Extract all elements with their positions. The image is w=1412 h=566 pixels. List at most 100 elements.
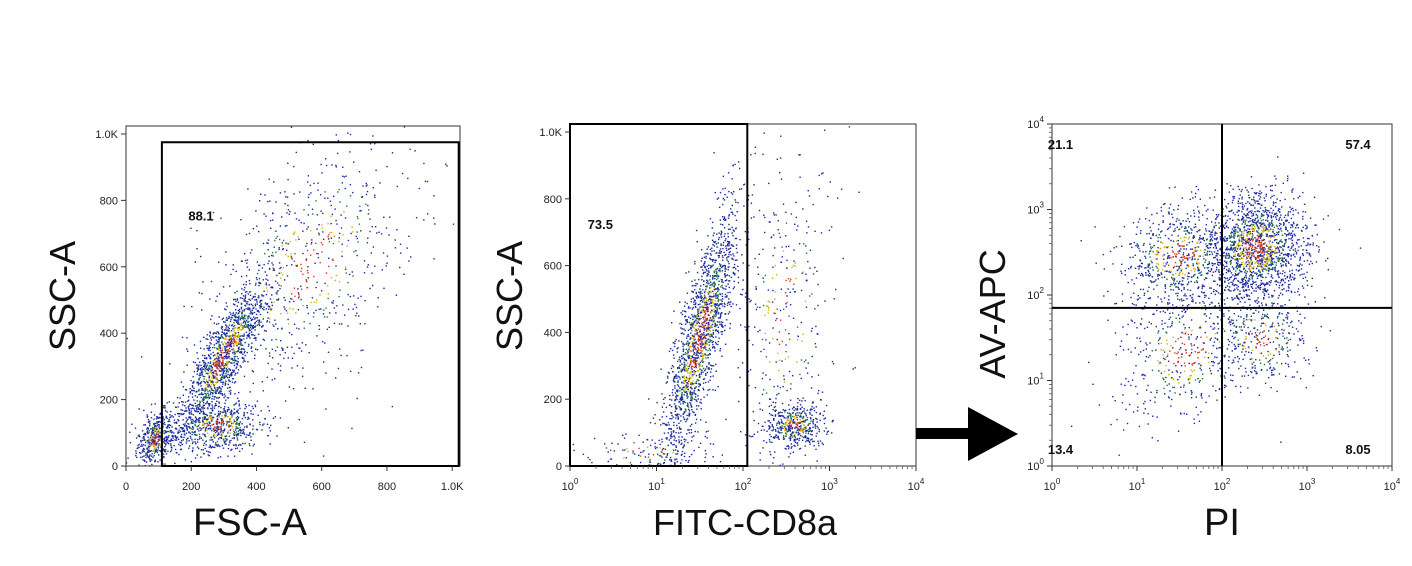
event-point — [702, 306, 705, 309]
event-point — [731, 226, 733, 229]
event-point — [163, 407, 165, 409]
event-point — [682, 345, 684, 348]
event-point — [268, 427, 271, 429]
event-point — [791, 415, 794, 418]
event-point — [226, 319, 228, 321]
event-point — [141, 456, 144, 458]
event-point — [727, 243, 729, 246]
event-point — [253, 357, 256, 360]
event-point — [811, 440, 814, 443]
event-point — [769, 433, 771, 436]
event-point — [223, 430, 225, 432]
event-point — [170, 438, 172, 440]
event-point — [446, 165, 448, 167]
event-point — [216, 360, 218, 362]
event-point — [680, 371, 683, 373]
event-point — [154, 459, 156, 461]
event-point — [325, 158, 327, 160]
event-point — [227, 330, 229, 332]
event-point — [732, 266, 734, 269]
event-point — [678, 340, 680, 342]
event-point — [315, 301, 317, 304]
event-point — [281, 274, 284, 276]
event-point — [782, 463, 784, 465]
event-point — [233, 351, 236, 354]
event-point — [691, 346, 693, 348]
event-point — [724, 233, 726, 235]
event-point — [699, 373, 701, 375]
event-point — [811, 438, 813, 440]
event-point — [227, 432, 229, 434]
event-point — [374, 226, 377, 228]
event-point — [685, 379, 687, 381]
event-point — [710, 267, 712, 269]
event-point — [693, 321, 696, 323]
event-point — [155, 436, 157, 439]
event-point — [730, 244, 733, 246]
event-point — [809, 422, 811, 425]
event-point — [271, 294, 273, 296]
event-point — [217, 444, 220, 446]
event-point — [231, 362, 233, 364]
event-point — [271, 304, 273, 307]
event-point — [702, 334, 704, 337]
event-point — [718, 321, 720, 323]
event-point — [707, 291, 709, 294]
event-point — [145, 441, 147, 444]
event-point — [278, 248, 280, 251]
event-point — [278, 284, 280, 286]
event-point — [726, 296, 728, 298]
event-point — [237, 309, 240, 312]
event-point — [235, 335, 238, 337]
event-point — [710, 312, 712, 314]
event-point — [315, 309, 317, 312]
event-point — [238, 400, 240, 402]
event-point — [769, 421, 772, 424]
event-point — [225, 412, 227, 415]
event-point — [218, 386, 220, 389]
event-point — [254, 326, 256, 328]
event-point — [204, 435, 207, 438]
event-point — [712, 310, 714, 313]
event-point — [799, 421, 801, 424]
event-point — [220, 353, 223, 356]
event-point — [722, 241, 725, 244]
event-point — [242, 357, 244, 359]
event-point — [678, 432, 680, 434]
event-point — [688, 348, 690, 350]
event-point — [710, 287, 712, 289]
event-point — [243, 359, 245, 361]
event-point — [196, 446, 199, 448]
event-point — [256, 272, 259, 275]
event-point — [159, 413, 161, 415]
event-point — [726, 319, 728, 321]
event-point — [218, 316, 220, 318]
event-point — [217, 322, 220, 325]
event-point — [679, 378, 681, 380]
event-point — [223, 345, 226, 348]
event-point — [787, 447, 790, 450]
event-point — [331, 164, 333, 166]
event-point — [323, 361, 325, 363]
event-point — [233, 437, 235, 439]
event-point — [214, 404, 217, 406]
event-point — [255, 428, 258, 431]
event-point — [317, 253, 319, 255]
event-point — [199, 376, 201, 379]
event-point — [261, 429, 263, 431]
event-point — [203, 413, 205, 416]
event-point — [694, 347, 697, 350]
event-point — [212, 211, 215, 214]
event-point — [669, 427, 671, 430]
event-point — [180, 435, 182, 438]
event-point — [775, 397, 777, 400]
event-point — [668, 428, 670, 430]
event-point — [684, 388, 686, 391]
event-point — [217, 405, 220, 408]
event-point — [192, 361, 195, 363]
event-point — [241, 448, 243, 450]
event-point — [222, 420, 224, 422]
event-point — [690, 326, 692, 329]
event-point — [223, 376, 225, 378]
event-point — [216, 381, 219, 383]
